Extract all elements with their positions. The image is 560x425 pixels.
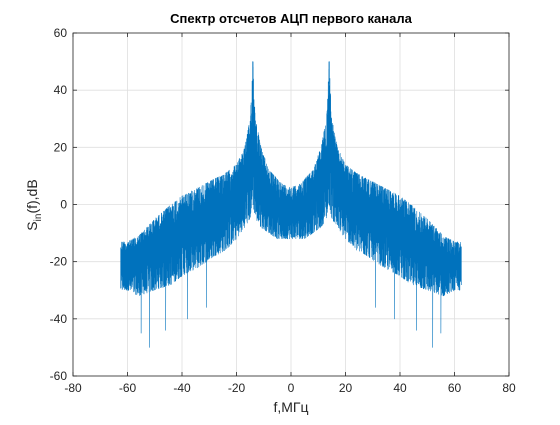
x-tick-label: 80	[502, 381, 516, 395]
spectrum-series-line	[120, 61, 462, 348]
y-axis-label-subscript: in	[33, 214, 44, 222]
y-tick-label: 20	[54, 140, 68, 154]
y-tick-label: 40	[54, 83, 68, 97]
x-tick-label: -80	[64, 381, 82, 395]
x-tick-label: 40	[393, 381, 407, 395]
series-layer	[120, 61, 462, 348]
x-axis-label: f,МГц	[273, 399, 308, 415]
x-tick-label: -20	[228, 381, 246, 395]
chart-title: Спектр отсчетов АЦП первого канала	[170, 11, 412, 26]
y-axis-label: Sin(f),dB	[24, 179, 44, 230]
y-axis-label-rest: (f),dB	[24, 179, 40, 213]
x-tick-label: 60	[448, 381, 462, 395]
y-axis-label-main: S	[24, 221, 40, 230]
x-tick-label: 0	[288, 381, 295, 395]
x-tick-label: -40	[173, 381, 191, 395]
y-tick-label: 0	[60, 198, 67, 212]
y-tick-label: -20	[50, 255, 68, 269]
y-tick-label: 60	[54, 26, 68, 40]
tick-marks	[72, 32, 510, 377]
x-tick-label: 20	[339, 381, 353, 395]
y-tick-label: -40	[50, 312, 68, 326]
x-tick-label: -60	[119, 381, 137, 395]
y-tick-label: -60	[50, 369, 68, 383]
